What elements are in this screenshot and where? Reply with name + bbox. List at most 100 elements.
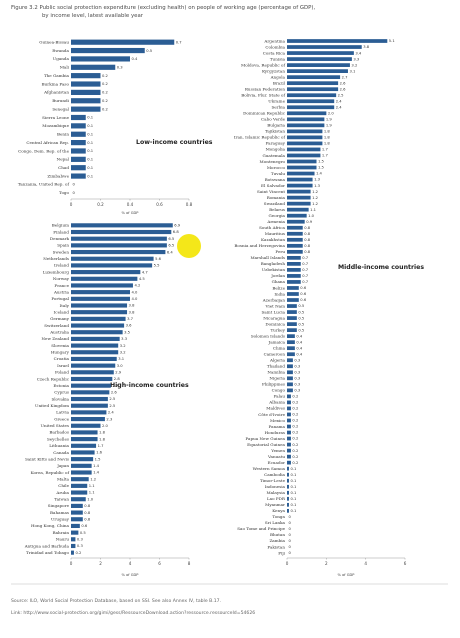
value-label: 0.8 [304,238,311,242]
category-label: Australia [49,330,69,335]
bar [71,98,101,104]
value-label: 2.6 [111,391,118,395]
value-label: 0.1 [290,503,296,507]
value-label: 1.5 [318,166,325,170]
bar [71,457,94,462]
bar [287,87,339,92]
bar [287,45,362,49]
category-label: Russian Federation [245,86,286,91]
bar [71,165,86,171]
category-label: Germany [50,316,70,321]
value-label: 3.8 [363,45,370,49]
category-label: Maldives [266,406,285,411]
value-label: 3.8 [129,304,136,308]
value-label: 6.5 [168,237,175,241]
value-label: 3.2 [351,63,357,67]
bar [71,243,167,248]
bar [287,352,295,357]
category-label: Guatemala [263,153,286,158]
bar [71,403,108,408]
bar [287,69,348,73]
bar [287,502,289,507]
x-tick-label: 6 [158,561,161,566]
value-label: 1.4 [316,172,323,176]
value-label: 1.8 [324,130,331,134]
value-label: 1.1 [310,208,316,212]
category-label: Sweden [53,249,70,254]
category-label: Georgia [269,213,286,218]
category-label: Japan [56,463,69,468]
category-label: Tonga [272,514,285,519]
bar [71,370,114,375]
category-label: Bahrain [53,530,70,535]
category-label: Slovakia [51,396,69,401]
value-label: 0 [289,521,292,525]
value-label: 3.3 [353,57,360,61]
bar [71,290,130,295]
bar [71,497,86,502]
bar [71,316,126,321]
category-label: Côte d'Ivoire [258,412,285,417]
category-label: Guinea-Bissau [39,39,69,44]
category-label: Dominican Republic [243,111,286,116]
value-label: 3.6 [126,324,133,328]
category-label: Taiwan [54,497,69,502]
category-label: Benin [57,132,69,137]
bar [71,296,130,301]
bar [71,530,79,535]
bar [71,256,154,261]
value-label: 0.8 [304,244,311,248]
category-label: Ghana [272,279,286,284]
bar [287,159,317,164]
category-label: Papua New Guinea [245,436,285,441]
category-label: Angola [270,74,286,79]
bar [287,274,301,278]
value-label: 4.0 [132,297,139,301]
category-label: Serbia [271,105,285,110]
value-label: 3.2 [120,350,126,354]
category-label: Malaysia [266,490,285,495]
value-label: 6.9 [174,224,181,228]
value-label: 1.2 [312,202,318,206]
category-label: Mexico [270,418,286,423]
value-label: 0.2 [292,437,298,441]
bar [287,280,301,284]
bar [287,213,307,218]
value-label: 0.2 [292,431,298,435]
value-label: 0.1 [87,141,93,145]
value-label: 0.5 [80,531,87,535]
category-label: Burundi [52,98,69,103]
bar [71,416,105,422]
bar [287,255,301,260]
category-label: Bhutan [270,532,285,537]
bar [287,81,339,86]
source-link: Link: http://www.social-protection.org/g… [11,610,255,616]
bar [287,165,317,170]
category-label: Spain [57,243,69,248]
value-label: 1.7 [322,154,329,158]
bar [71,517,83,522]
panel-high-x-axis-label: % of GDP [122,573,140,577]
bar [287,231,303,236]
source-note: Source: ILO, World Social Protection Dat… [11,598,221,604]
category-label: Cabo Verde [261,117,286,122]
bar [71,410,107,415]
category-label: Tajikistan [265,129,285,134]
bar [71,356,117,362]
category-label: Botswana [265,177,286,182]
value-label: 1.5 [95,457,102,461]
value-label: 0.1 [87,116,93,120]
category-label: Algeria [269,358,286,363]
value-label: 0.2 [102,91,108,95]
bar [71,423,101,428]
value-label: 0.3 [77,538,84,542]
bar [287,177,313,182]
bar [287,424,291,429]
category-label: Belgium [52,223,69,228]
value-label: 0.2 [292,413,298,417]
category-label: Mauritius [265,231,285,236]
value-label: 0.2 [102,107,108,111]
bar [287,189,311,194]
panel-mid-annotation: Middle-income countries [338,264,424,271]
category-label: Congo [272,388,286,393]
